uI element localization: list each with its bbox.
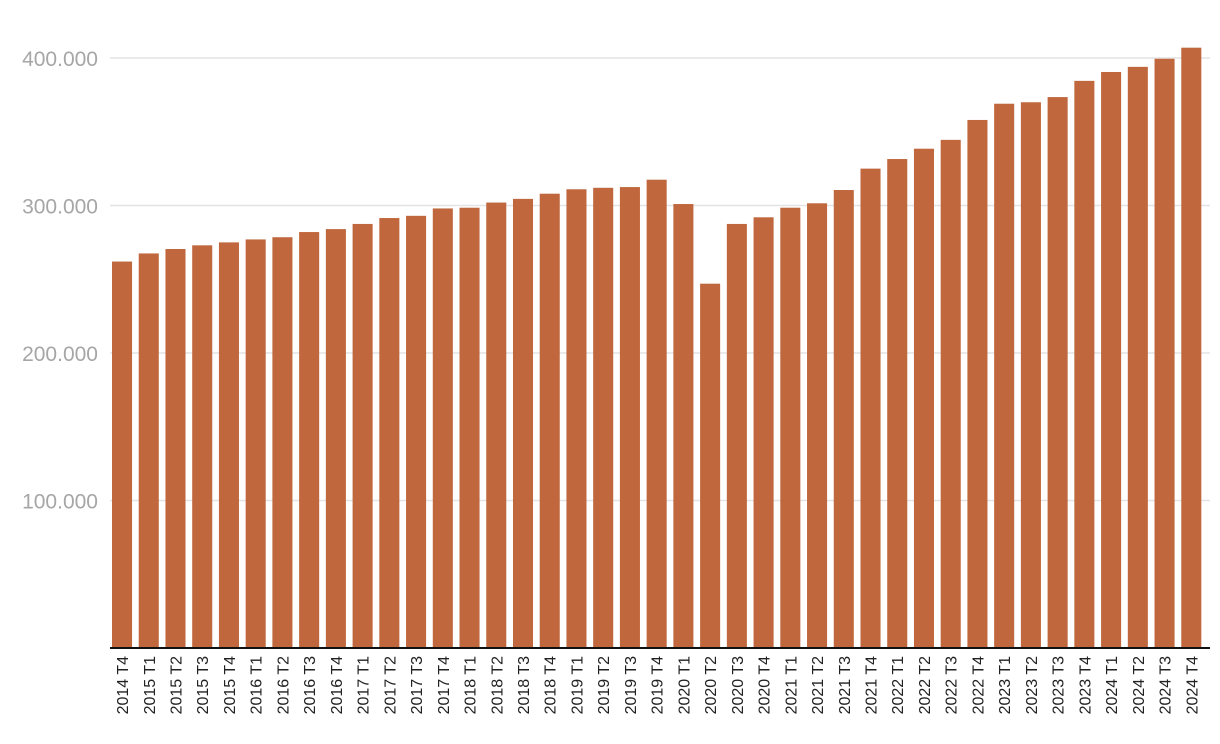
y-tick-label: 400.000 [22,48,98,71]
x-tick-label: 2021 T1 [783,656,800,715]
x-tick-label: 2020 T2 [703,656,720,715]
x-tick-label: 2017 T2 [382,656,399,715]
x-tick-label: 2020 T3 [730,656,747,715]
x-tick-label: 2019 T3 [623,656,640,715]
bar [673,204,694,648]
bar [112,261,133,648]
bar [807,203,828,648]
x-tick-label: 2024 T3 [1158,656,1175,715]
bar [700,283,721,648]
x-tick-label: 2024 T1 [1104,656,1121,715]
bar [299,232,320,649]
x-tick-label: 2018 T4 [543,656,560,715]
x-tick-label: 2022 T3 [944,656,961,715]
bar [512,198,534,649]
bar [272,237,293,648]
bar [379,218,400,648]
x-tick-label: 2023 T4 [1077,656,1094,715]
x-axis-ticks: 2014 T4 2015 T1 2015 T2 2015 T3 2015 T4 2016 … [115,656,1201,715]
y-tick-label: 200.000 [22,343,98,366]
bar [833,190,854,648]
x-tick-label: 2014 T4 [115,656,132,715]
x-tick-label: 2018 T2 [489,656,506,715]
bar [1101,72,1122,648]
bar [165,249,186,648]
bar [459,207,480,648]
bar [887,159,908,648]
bar [245,239,266,649]
bar [325,229,346,648]
y-tick-label: 300.000 [22,196,98,219]
bar [192,245,213,648]
x-tick-label: 2021 T4 [864,656,881,715]
x-tick-label: 2016 T2 [275,656,292,715]
x-tick-label: 2018 T3 [516,656,533,715]
x-tick-label: 2018 T1 [463,656,480,715]
bar [1020,102,1041,648]
bar [913,148,934,648]
bar [1074,80,1095,649]
x-tick-label: 2023 T3 [1051,656,1068,715]
bar [138,253,159,648]
x-tick-label: 2024 T2 [1131,656,1148,715]
x-tick-label: 2020 T1 [676,656,693,715]
x-tick-label: 2022 T1 [890,656,907,715]
y-tick-label: 100.000 [22,491,98,514]
x-tick-label: 2015 T1 [142,656,159,715]
bar [780,207,801,648]
x-tick-label: 2019 T1 [569,656,586,715]
x-tick-label: 2020 T4 [757,656,774,715]
x-tick-label: 2015 T3 [195,656,212,715]
bars [112,47,1202,649]
x-tick-label: 2017 T4 [436,656,453,715]
x-tick-label: 2016 T3 [302,656,319,715]
bar [646,179,667,648]
bar [994,103,1015,649]
bar [940,139,961,649]
bar [619,187,640,648]
x-tick-label: 2023 T1 [997,656,1014,715]
x-tick-label: 2022 T2 [917,656,934,715]
bar [860,168,881,648]
x-tick-label: 2016 T4 [329,656,346,715]
bar [406,215,427,648]
bar [218,242,239,648]
bar [726,223,747,648]
x-tick-label: 2016 T1 [249,656,266,715]
x-tick-label: 2017 T1 [356,656,373,715]
bar [593,187,614,649]
x-tick-label: 2021 T2 [810,656,827,715]
bar [1154,58,1175,649]
bar [1047,97,1068,648]
x-tick-label: 2022 T4 [970,656,987,715]
bar [486,202,507,649]
x-tick-label: 2019 T4 [650,656,667,715]
bar [1127,66,1148,649]
x-tick-label: 2019 T2 [596,656,613,715]
x-tick-label: 2015 T4 [222,656,239,715]
bar [566,189,587,648]
bar [352,223,373,648]
bar [1181,47,1202,649]
bar [753,217,774,649]
y-axis-ticks: 100.000 200.000 300.000 400.000 [22,48,98,514]
bar [432,208,453,648]
x-tick-label: 2017 T3 [409,656,426,715]
x-tick-label: 2015 T2 [168,656,185,715]
bar [967,119,988,648]
bar [539,193,560,648]
x-tick-label: 2021 T3 [837,656,854,715]
x-tick-label: 2024 T4 [1184,656,1201,715]
x-tick-label: 2023 T2 [1024,656,1041,715]
